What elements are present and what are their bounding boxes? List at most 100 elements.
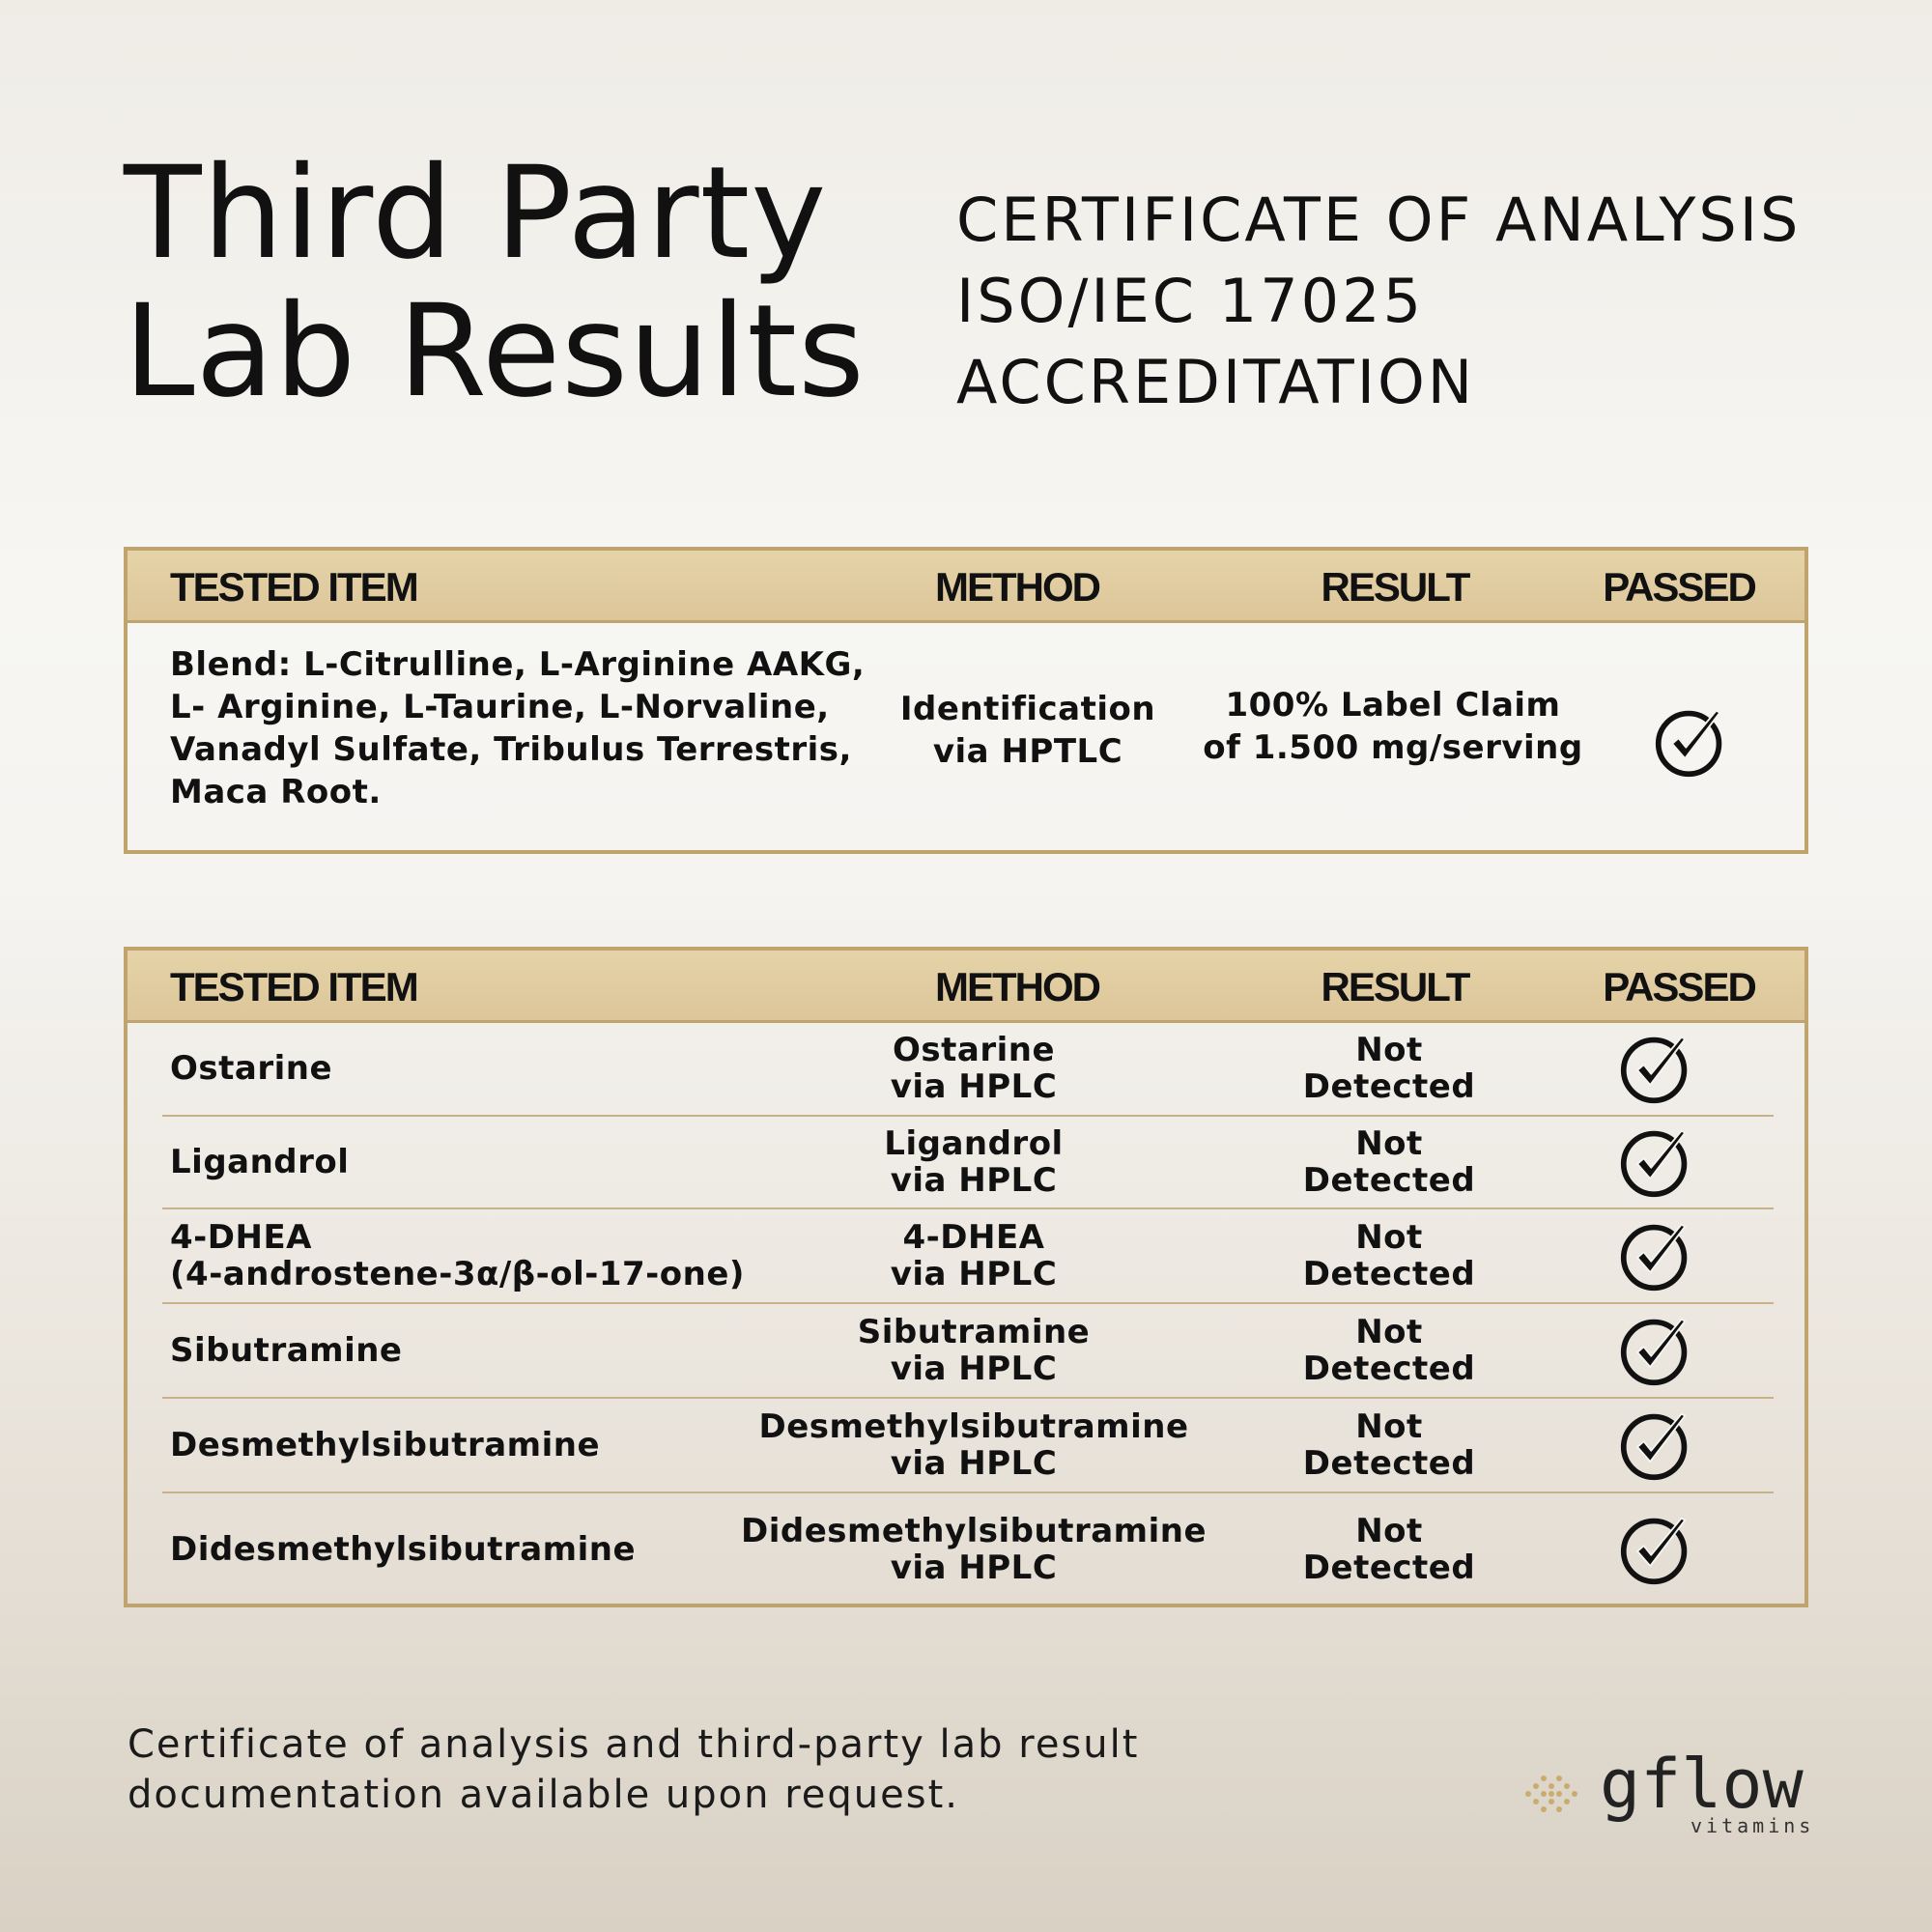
result: Not Detected [1264,1219,1515,1293]
header-tested-item: TESTED ITEM [170,564,419,610]
tested-item: Ligandrol [170,1144,349,1180]
result-line: Not [1355,1407,1423,1446]
footer-line-2: documentation available upon request. [128,1773,959,1817]
table-header: TESTED ITEM METHOD RESULT PASSED [128,951,1804,1023]
blend-result: 100% Label Claim of 1.500 mg/serving [1151,684,1634,769]
title-line-2: Lab Results [124,277,866,426]
blend-item-line: Vanadyl Sulfate, Tribulus Terrestris, [170,730,852,769]
title-line-1: Third Party [124,139,828,288]
tested-item-line: 4-DHEA [170,1218,312,1257]
blend-item-line: Blend: L-Citrulline, L-Arginine AAKG, [170,645,866,684]
logo-dots-icon [1525,1776,1577,1812]
header-method: METHOD [935,564,1101,610]
result-line: Detected [1302,1161,1476,1200]
method-line: 4-DHEA [902,1218,1045,1257]
tested-item-line: Sibutramine [170,1331,403,1370]
result-line: Not [1355,1512,1423,1550]
row-divider [162,1397,1774,1399]
method: Ligandrol via HPLC [703,1125,1244,1199]
logo-wordmark: gflow [1600,1745,1804,1824]
method: Sibutramine via HPLC [703,1314,1244,1387]
tested-item: Ostarine [170,1050,332,1087]
tested-item-line: Desmethylsibutramine [170,1426,601,1464]
footer-line-1: Certificate of analysis and third-party … [128,1722,1140,1767]
method: 4-DHEA via HPLC [703,1219,1244,1293]
blend-item-line: L- Arginine, L-Taurine, L-Norvaline, [170,688,830,726]
certificate-line-2: ISO/IEC 17025 [956,266,1425,336]
header-result: RESULT [1321,964,1471,1009]
header-method: METHOD [935,964,1101,1009]
tested-item-line: (4-androstene-3α/β-ol-17-one) [170,1255,745,1293]
check-circle-icon [1619,1408,1692,1482]
blend-item-line: Maca Root. [170,773,382,811]
method-line: via HPLC [890,1161,1058,1200]
contaminant-results-table: TESTED ITEM METHOD RESULT PASSED Ostarin… [124,947,1808,1607]
result-line: Detected [1302,1350,1476,1388]
row-divider [162,1492,1774,1493]
result: Not Detected [1264,1032,1515,1105]
check-circle-icon [1619,1513,1692,1586]
tested-item-line: Didesmethylsibutramine [170,1530,637,1569]
method-line: via HPLC [890,1255,1058,1293]
result-line: Not [1355,1218,1423,1257]
blend-result-line: of 1.500 mg/serving [1203,728,1583,767]
certificate-heading: CERTIFICATE OF ANALYSIS ISO/IEC 17025 AC… [956,180,1801,423]
logo-subtitle: vitamins [1690,1814,1815,1837]
certificate-line-1: CERTIFICATE OF ANALYSIS [956,185,1802,255]
result-line: Not [1355,1124,1423,1163]
row-divider [162,1302,1774,1304]
method-line: via HPLC [890,1067,1058,1106]
method-line: Ligandrol [884,1124,1064,1163]
blend-method: Identification via HPTLC [844,688,1211,773]
result: Not Detected [1264,1513,1515,1586]
method-line: Sibutramine [857,1313,1091,1351]
method-line: Ostarine [892,1031,1056,1069]
page-title: Third Party Lab Results [124,145,866,421]
result-line: Detected [1302,1067,1476,1106]
table-header: TESTED ITEM METHOD RESULT PASSED [128,551,1804,623]
result-line: Detected [1302,1444,1476,1483]
table-row: Ostarine Ostarine via HPLC Not Detected [162,1022,1774,1115]
method: Ostarine via HPLC [703,1032,1244,1105]
check-circle-icon [1654,705,1727,779]
tested-item: Didesmethylsibutramine [170,1531,636,1568]
check-circle-icon [1619,1125,1692,1199]
blend-method-line: via HPTLC [932,732,1123,771]
header-tested-item: TESTED ITEM [170,964,419,1009]
method-line: via HPLC [890,1548,1058,1587]
method-line: Desmethylsibutramine [758,1407,1189,1446]
method-line: Didesmethylsibutramine [740,1512,1208,1550]
blend-results-table: TESTED ITEM METHOD RESULT PASSED Blend: … [124,547,1808,854]
result-line: Not [1355,1031,1423,1069]
result-line: Detected [1302,1255,1476,1293]
result: Not Detected [1264,1408,1515,1482]
method-line: via HPLC [890,1350,1058,1388]
method: Desmethylsibutramine via HPLC [703,1408,1244,1482]
header-result: RESULT [1321,564,1471,610]
tested-item-line: Ostarine [170,1049,333,1088]
result-line: Detected [1302,1548,1476,1587]
certificate-line-3: ACCREDITATION [956,347,1476,417]
method-line: via HPLC [890,1444,1058,1483]
tested-item: 4-DHEA (4-androstene-3α/β-ol-17-one) [170,1219,745,1293]
table-row: Sibutramine Sibutramine via HPLC Not Detecte… [162,1304,1774,1397]
brand-logo: gflow vitamins [1522,1745,1815,1855]
check-circle-icon [1619,1032,1692,1105]
tested-item: Sibutramine [170,1332,403,1369]
header-passed: PASSED [1603,964,1757,1009]
check-circle-icon [1619,1314,1692,1387]
footer-note: Certificate of analysis and third-party … [128,1719,1139,1820]
header-passed: PASSED [1603,564,1757,610]
table-row: Didesmethylsibutramine Didesmethylsibutra… [162,1493,1774,1605]
tested-item: Desmethylsibutramine [170,1427,600,1463]
blend-result-line: 100% Label Claim [1225,686,1561,724]
blend-method-line: Identification [899,690,1156,728]
method: Didesmethylsibutramine via HPLC [703,1513,1244,1586]
result-line: Not [1355,1313,1423,1351]
blend-tested-item: Blend: L-Citrulline, L-Arginine AAKG, L-… [170,643,866,813]
check-circle-icon [1619,1219,1692,1293]
tested-item-line: Ligandrol [170,1143,350,1181]
table-row: Desmethylsibutramine Desmethylsibutramine… [162,1399,1774,1492]
result: Not Detected [1264,1314,1515,1387]
table-row: 4-DHEA (4-androstene-3α/β-ol-17-one) 4-DHE… [162,1209,1774,1302]
